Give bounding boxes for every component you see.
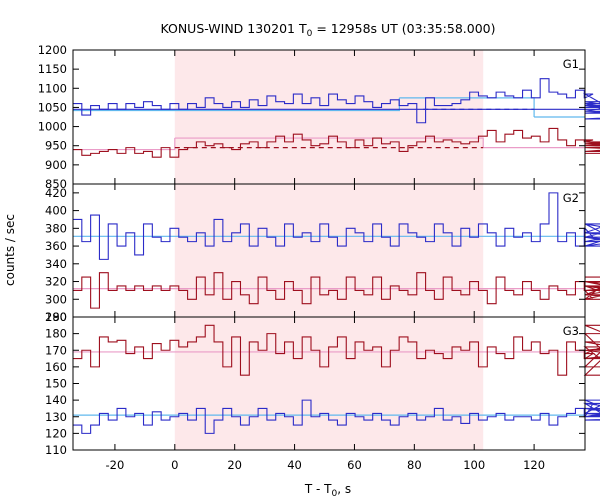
x-tick-label: 20 — [227, 458, 242, 472]
count-series-red — [73, 324, 600, 376]
panel-g2: 280 300 320 340 360 380 400 420 G2 — [45, 183, 600, 324]
x-tick-label: 40 — [287, 458, 302, 472]
fit-line-fit_pink — [174, 137, 484, 148]
y-tick-label: 1200 — [38, 43, 67, 57]
y-tick-label: 180 — [45, 327, 67, 341]
y-tick-label: 150 — [45, 377, 67, 391]
y-tick-label: 340 — [45, 257, 67, 271]
y-tick-label: 400 — [45, 204, 67, 218]
x-tick-label: 60 — [347, 458, 362, 472]
fit-line-fit_pink — [73, 138, 176, 151]
y-tick-label: 140 — [45, 393, 67, 407]
panel-label: G3 — [563, 324, 579, 338]
y-tick-label: 280 — [45, 310, 67, 324]
y-tick-label: 1150 — [38, 62, 67, 76]
x-tick-label: -20 — [106, 458, 125, 472]
plot-area: 85090095010001050110011501200G1280300320… — [38, 43, 600, 472]
y-tick-label: 360 — [45, 239, 67, 253]
y-tick-label: 170 — [45, 343, 67, 357]
y-tick-label: 380 — [45, 221, 67, 235]
x-tick-label: 0 — [171, 458, 178, 472]
y-tick-label: 850 — [45, 177, 67, 191]
count-series-blue — [73, 399, 600, 434]
chart-title: KONUS-WIND 130201 T0 = 12958s UT (03:35:… — [160, 21, 495, 39]
y-tick-label: 120 — [45, 426, 67, 440]
burst-interval-shading — [174, 50, 484, 450]
y-tick-label: 950 — [45, 139, 67, 153]
count-series-blue — [73, 78, 600, 124]
count-series-blue — [73, 192, 600, 260]
x-axis-label: T - T0, s — [304, 482, 351, 499]
panel-g1: 850 900 950 1000 1050 1100 1150 1200 G1 — [38, 43, 600, 191]
y-tick-label: 1050 — [38, 100, 67, 114]
count-series-red — [73, 272, 600, 309]
y-axis-label: counts / sec — [3, 214, 17, 286]
x-tick-label: 80 — [407, 458, 422, 472]
y-tick-label: 110 — [45, 443, 67, 457]
y-tick-label: 160 — [45, 360, 67, 374]
y-tick-label: 190 — [45, 310, 67, 324]
x-tick-label: 100 — [463, 458, 485, 472]
y-tick-label: 130 — [45, 410, 67, 424]
y-tick-label: 1100 — [38, 81, 67, 95]
y-tick-label: 1000 — [38, 120, 67, 134]
y-tick-label: 320 — [45, 275, 67, 289]
panel-g3: 110 120 130 140 150 160 170 180 190 G3 — [45, 310, 600, 457]
count-series-red — [73, 127, 600, 158]
panel-label: G1 — [563, 57, 579, 71]
y-tick-label: 900 — [45, 158, 67, 172]
x-tick-label: 120 — [523, 458, 545, 472]
y-tick-label: 420 — [45, 186, 67, 200]
panel-label: G2 — [563, 191, 579, 205]
y-tick-label: 300 — [45, 292, 67, 306]
